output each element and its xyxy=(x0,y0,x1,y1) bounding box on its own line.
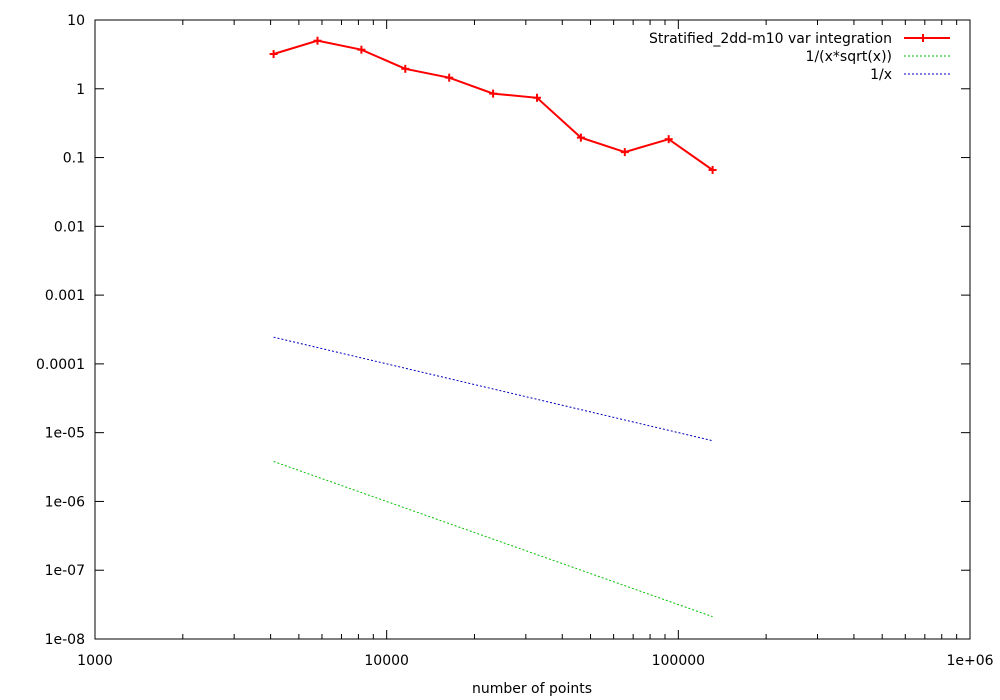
data-point xyxy=(357,45,366,54)
data-point xyxy=(445,73,454,82)
axis-ticks: 1000 10000 100000 1e+06 1e-08 1e-07 1e-06 1e-05… xyxy=(36,13,994,669)
x-tick-label: 1e+06 xyxy=(946,653,993,669)
y-tick-label: 0.1 xyxy=(63,151,85,167)
y-tick-label: 10 xyxy=(67,13,85,29)
y-tick-label: 1e-06 xyxy=(45,494,85,510)
series-group xyxy=(269,36,717,618)
y-tick-label: 1e-08 xyxy=(45,632,85,648)
series-line-0 xyxy=(273,39,714,171)
x-tick-label: 10000 xyxy=(364,653,409,669)
legend-label-0: Stratified_2dd-m10 var integration xyxy=(649,31,892,47)
data-point xyxy=(489,89,498,98)
x-tick-label: 100000 xyxy=(652,653,705,669)
data-point xyxy=(708,165,717,174)
series-line-2 xyxy=(273,336,713,442)
plot-frame xyxy=(94,19,971,640)
y-tick-label: 1 xyxy=(76,82,85,98)
legend-label-2: 1/x xyxy=(870,67,892,83)
series-line-1 xyxy=(273,461,713,618)
legend: Stratified_2dd-m10 var integration 1/(x*s… xyxy=(649,31,950,83)
legend-label-1: 1/(x*sqrt(x)) xyxy=(806,49,892,65)
data-point xyxy=(401,64,410,73)
x-axis-label: number of points xyxy=(472,681,592,697)
y-tick-label: 1e-05 xyxy=(45,426,85,442)
data-point xyxy=(313,36,322,45)
data-point xyxy=(576,133,585,142)
x-tick-label: 1000 xyxy=(77,653,113,669)
y-tick-label: 0.01 xyxy=(54,219,85,235)
data-point xyxy=(664,135,673,144)
data-point xyxy=(620,148,629,157)
data-point xyxy=(269,50,278,59)
y-tick-label: 0.001 xyxy=(45,288,85,304)
y-tick-label: 0.0001 xyxy=(36,357,85,373)
data-point xyxy=(533,93,542,102)
y-tick-label: 1e-07 xyxy=(45,563,85,579)
